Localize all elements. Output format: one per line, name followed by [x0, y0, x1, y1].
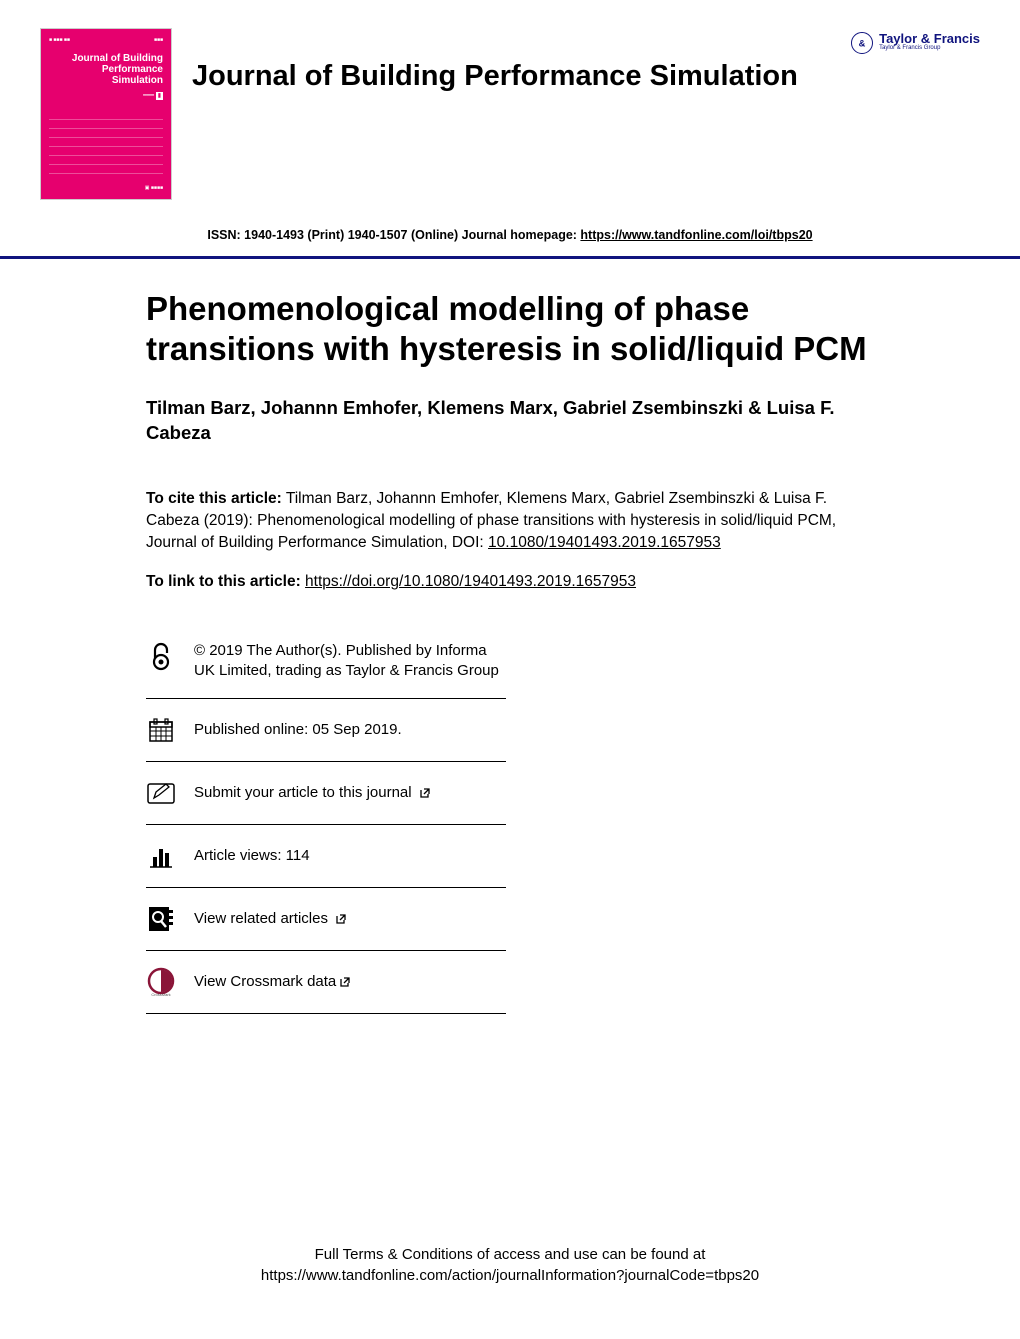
journal-title: Journal of Building Performance Simulati…	[192, 60, 831, 93]
article-authors: Tilman Barz, Johannn Emhofer, Klemens Ma…	[146, 396, 874, 446]
info-crossmark[interactable]: CrossMark View Crossmark data	[146, 951, 506, 1014]
external-link-icon	[335, 913, 347, 925]
article-doi-link[interactable]: https://doi.org/10.1080/19401493.2019.16…	[305, 573, 636, 590]
publisher-logo-icon: &	[851, 32, 873, 54]
journal-title-area: Journal of Building Performance Simulati…	[192, 28, 831, 93]
content: Phenomenological modelling of phase tran…	[0, 259, 1020, 1014]
info-views: Article views: 114	[146, 825, 506, 888]
submit-text: Submit your article to this journal	[194, 784, 416, 801]
svg-text:&: &	[859, 39, 866, 49]
publisher-name: Taylor & Francis	[879, 32, 980, 45]
bars-icon	[146, 841, 176, 871]
journal-homepage-link[interactable]: https://www.tandfonline.com/loi/tbps20	[580, 228, 812, 242]
publisher-logo: & Taylor & Francis Taylor & Francis Grou…	[851, 28, 980, 54]
views-text: Article views: 114	[194, 846, 506, 866]
link-label: To link to this article:	[146, 573, 305, 590]
related-icon	[146, 904, 176, 934]
info-submit[interactable]: Submit your article to this journal	[146, 762, 506, 825]
write-icon	[146, 778, 176, 808]
published-text: Published online: 05 Sep 2019.	[194, 720, 506, 740]
issn-text: ISSN: 1940-1493 (Print) 1940-1507 (Onlin…	[207, 228, 580, 242]
external-link-icon	[339, 976, 351, 988]
external-link-icon	[419, 787, 431, 799]
crossmark-link[interactable]: View Crossmark data	[194, 973, 351, 990]
related-link[interactable]: View related articles	[194, 910, 347, 927]
submit-link[interactable]: Submit your article to this journal	[194, 784, 431, 801]
cover-title: Journal of Building Performance Simulati…	[49, 53, 163, 86]
info-published: Published online: 05 Sep 2019.	[146, 699, 506, 762]
info-list: © 2019 The Author(s). Published by Infor…	[146, 641, 506, 1014]
header-row: ■ ■■■ ■■■■■ Journal of Building Performa…	[40, 28, 980, 220]
link-line: To link to this article: https://doi.org…	[146, 573, 874, 591]
issn-line: ISSN: 1940-1493 (Print) 1940-1507 (Onlin…	[40, 220, 980, 256]
amp-icon: &	[855, 36, 869, 50]
journal-cover-thumbnail: ■ ■■■ ■■■■■ Journal of Building Performa…	[40, 28, 172, 200]
footer-line2: https://www.tandfonline.com/action/journ…	[0, 1265, 1020, 1286]
calendar-icon	[146, 715, 176, 745]
header: ■ ■■■ ■■■■■ Journal of Building Performa…	[0, 0, 1020, 256]
open-access-icon	[146, 641, 176, 671]
open-access-text: © 2019 The Author(s). Published by Infor…	[194, 641, 506, 682]
citation: To cite this article: Tilman Barz, Johan…	[146, 488, 874, 553]
crossmark-icon: CrossMark	[146, 967, 176, 997]
related-text: View related articles	[194, 910, 332, 927]
footer: Full Terms & Conditions of access and us…	[0, 1244, 1020, 1316]
info-open-access: © 2019 The Author(s). Published by Infor…	[146, 641, 506, 699]
footer-line1: Full Terms & Conditions of access and us…	[0, 1244, 1020, 1265]
cite-doi-link[interactable]: 10.1080/19401493.2019.1657953	[488, 534, 721, 551]
info-related[interactable]: View related articles	[146, 888, 506, 951]
crossmark-text: View Crossmark data	[194, 973, 336, 990]
article-title: Phenomenological modelling of phase tran…	[146, 289, 874, 368]
svg-text:CrossMark: CrossMark	[151, 992, 170, 997]
cite-label: To cite this article:	[146, 490, 282, 507]
